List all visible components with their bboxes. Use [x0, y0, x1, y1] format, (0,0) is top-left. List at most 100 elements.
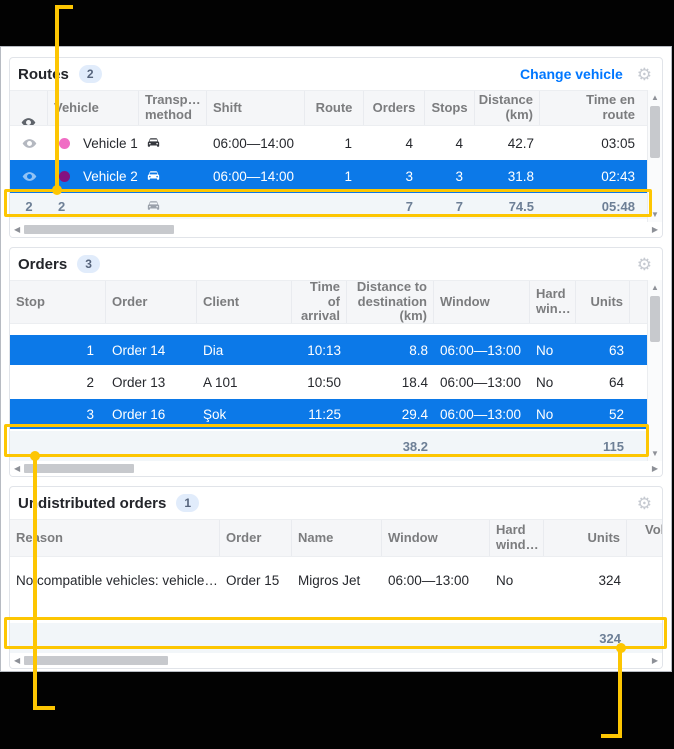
column-header-transport[interactable]: Transp… method	[139, 91, 207, 125]
scroll-up-icon[interactable]: ▲	[651, 283, 659, 292]
distance-value: 42.7	[507, 135, 534, 151]
units-value: 52	[608, 406, 624, 422]
scrollbar-thumb[interactable]	[24, 225, 174, 234]
eye-icon[interactable]	[21, 168, 38, 185]
column-header-vehicle[interactable]: Vehicle	[48, 91, 139, 125]
table-row-order-14-selected[interactable]: 1 Order 14 Dia 10:13 8.8 06:00—13:00 No …	[10, 335, 647, 365]
column-header-window[interactable]: Window	[382, 520, 490, 556]
summary-units: 324	[599, 630, 621, 646]
column-header-reason[interactable]: Reason	[10, 520, 220, 556]
scrollbar-thumb[interactable]	[650, 106, 660, 158]
summary-stops: 7	[455, 198, 463, 214]
scroll-right-icon[interactable]: ▶	[651, 656, 658, 665]
annotation-highlight-orders-summary	[4, 424, 649, 457]
column-header-distance[interactable]: Distance (km)	[475, 91, 540, 125]
order-value: Order 15	[226, 572, 280, 588]
client-value: Şok	[203, 406, 227, 422]
summary-distance: 38.2	[402, 438, 428, 454]
car-icon	[145, 198, 162, 215]
window-value: 06:00—13:00	[440, 342, 522, 358]
routes-count-badge: 2	[78, 65, 102, 83]
annotation-highlight-routes-summary	[4, 189, 652, 217]
orders-count-badge: 3	[77, 255, 100, 273]
table-row-order-13[interactable]: 2 Order 13 A 101 10:50 18.4 06:00—13:00 …	[10, 367, 647, 397]
order-value: Order 14	[112, 342, 166, 358]
column-header-route[interactable]: Route	[305, 91, 364, 125]
shift-value: 06:00—14:00	[213, 169, 295, 184]
column-header-orders[interactable]: Orders	[364, 91, 425, 125]
column-header-visibility[interactable]	[10, 91, 48, 125]
scroll-left-icon[interactable]: ◀	[14, 225, 21, 234]
gear-icon[interactable]: ⚙	[636, 254, 652, 274]
routes-panel-header: Routes 2 Change vehicle ⚙	[10, 58, 662, 90]
undistributed-orders-panel: Undistributed orders 1 ⚙ Reason Order Na…	[9, 486, 663, 669]
stops-value: 4	[455, 135, 463, 151]
units-value: 64	[608, 374, 624, 390]
gear-icon[interactable]: ⚙	[636, 64, 652, 84]
table-row-order-15[interactable]: No compatible vehicles: vehicle… Order 1…	[10, 557, 662, 603]
stop-value: 3	[86, 406, 94, 422]
scroll-left-icon[interactable]: ◀	[14, 464, 21, 473]
column-header-volume[interactable]: Volume (m³)	[645, 522, 662, 538]
table-row-vehicle-2-selected[interactable]: Vehicle 2 06:00—14:00 1 3 3 31.8 02:43	[10, 160, 647, 193]
orders-table-header: Stop Order Client Time of arrival Distan…	[10, 280, 647, 324]
arrival-value: 11:25	[308, 406, 341, 422]
window-value: 06:00—13:00	[388, 572, 470, 588]
column-header-time[interactable]: Time en route	[586, 92, 635, 122]
column-header-shift[interactable]: Shift	[207, 91, 305, 125]
vertical-scrollbar[interactable]: ▲ ▼	[647, 280, 662, 461]
column-header-stop[interactable]: Stop	[10, 281, 106, 323]
column-header-distance-to-destination[interactable]: Distance to destination (km)	[347, 281, 434, 323]
undistributed-table-header: Reason Order Name Window Hard wind… Unit…	[10, 519, 662, 557]
scroll-right-icon[interactable]: ▶	[651, 225, 658, 234]
change-vehicle-link[interactable]: Change vehicle	[520, 66, 623, 82]
orders-panel-header: Orders 3 ⚙	[10, 248, 662, 280]
column-header-time-of-arrival[interactable]: Time of arrival	[292, 281, 347, 323]
orders-panel: Orders 3 ⚙ Stop Order Client Time of arr…	[9, 247, 663, 477]
scroll-down-icon[interactable]: ▼	[651, 449, 659, 458]
annotation-dot	[52, 185, 62, 195]
column-header-units[interactable]: Units	[544, 520, 627, 556]
gear-icon[interactable]: ⚙	[636, 493, 652, 513]
column-header-stops[interactable]: Stops	[425, 91, 475, 125]
horizontal-scrollbar[interactable]: ◀ ▶	[10, 653, 662, 668]
table-row-vehicle-1[interactable]: Vehicle 1 06:00—14:00 1 4 4 42.7 03:05	[10, 126, 647, 160]
scrollbar-thumb[interactable]	[24, 464, 134, 473]
window-value: 06:00—13:00	[440, 374, 522, 390]
hard-window-value: No	[496, 572, 514, 588]
column-header-window[interactable]: Window	[434, 281, 530, 323]
orders-value: 3	[405, 169, 413, 184]
hard-window-value: No	[536, 342, 554, 358]
column-header-name[interactable]: Name	[292, 520, 382, 556]
column-header-order[interactable]: Order	[106, 281, 197, 323]
summary-vehicle-count: 2	[58, 198, 66, 214]
units-value: 63	[608, 342, 624, 358]
scroll-right-icon[interactable]: ▶	[651, 464, 658, 473]
annotation-line	[55, 5, 59, 190]
annotation-highlight-undistributed-summary	[4, 617, 667, 649]
column-header-client[interactable]: Client	[197, 281, 292, 323]
summary-visible-count: 2	[25, 198, 33, 214]
routes-table-header: Vehicle Transp… method Shift Route Order…	[10, 90, 647, 126]
scroll-down-icon[interactable]: ▼	[651, 210, 659, 219]
routes-panel: Routes 2 Change vehicle ⚙ Vehicle Tr	[9, 57, 663, 238]
scroll-up-icon[interactable]: ▲	[651, 93, 659, 102]
client-value: Dia	[203, 342, 224, 358]
horizontal-scrollbar[interactable]: ◀ ▶	[10, 461, 662, 476]
column-header-order[interactable]: Order	[220, 520, 292, 556]
column-header-units[interactable]: Units	[576, 281, 630, 323]
window-value: 06:00—13:00	[440, 406, 522, 422]
vehicle-color-dot	[59, 171, 70, 182]
column-header-hard-window[interactable]: Hard wind…	[490, 520, 544, 556]
order-value: Order 16	[112, 406, 166, 422]
reason-value: No compatible vehicles: vehicle…	[16, 572, 218, 588]
column-header-hard-window[interactable]: Hard win…	[530, 281, 576, 323]
annotation-line	[601, 734, 622, 738]
distance-value: 29.4	[401, 406, 428, 422]
scroll-left-icon[interactable]: ◀	[14, 656, 21, 665]
scrollbar-thumb[interactable]	[650, 296, 660, 342]
annotation-dot	[30, 451, 40, 461]
scrollbar-thumb[interactable]	[24, 656, 168, 665]
horizontal-scrollbar[interactable]: ◀ ▶	[10, 222, 662, 237]
eye-icon[interactable]	[21, 135, 38, 152]
